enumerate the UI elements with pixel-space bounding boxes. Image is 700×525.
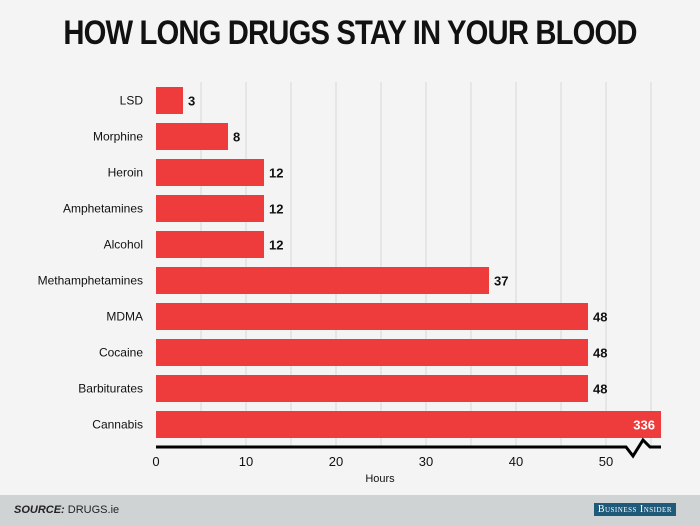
category-label: Morphine — [93, 130, 143, 144]
data-label: 12 — [269, 238, 283, 253]
data-label: 48 — [593, 346, 607, 361]
data-label: 8 — [233, 130, 240, 145]
bar — [156, 87, 183, 114]
footer: SOURCE: DRUGS.ie Business Insider — [0, 495, 700, 525]
category-label: MDMA — [106, 310, 143, 324]
data-label: 12 — [269, 202, 283, 217]
bar — [156, 375, 588, 402]
bar — [156, 339, 588, 366]
bar — [156, 231, 264, 258]
x-tick-label: 0 — [152, 454, 159, 469]
data-label: 3 — [188, 94, 195, 109]
category-label: LSD — [120, 94, 144, 108]
bar — [156, 123, 228, 150]
category-label: Heroin — [108, 166, 143, 180]
category-label: Amphetamines — [63, 202, 143, 216]
category-label: Cocaine — [99, 346, 143, 360]
source-note: SOURCE: DRUGS.ie — [14, 504, 120, 516]
data-label: 37 — [494, 274, 508, 289]
category-label: Alcohol — [104, 238, 143, 252]
x-tick-label: 40 — [509, 454, 523, 469]
chart-title: HOW LONG DRUGS STAY IN YOUR BLOOD — [63, 14, 637, 52]
bar — [156, 195, 264, 222]
data-label: 48 — [593, 310, 607, 325]
x-tick-label: 20 — [329, 454, 343, 469]
bar-chart: LSD 3 Morphine 8 Heroin 12 Amphetamines 12 Alcoh… — [38, 82, 661, 485]
data-label: 336 — [633, 418, 655, 433]
x-tick-label: 10 — [239, 454, 253, 469]
category-label: Barbiturates — [78, 382, 143, 396]
x-tick-label: 50 — [599, 454, 613, 469]
bar — [156, 159, 264, 186]
x-tick-label: 30 — [419, 454, 433, 469]
category-label: Cannabis — [92, 418, 143, 432]
bar — [156, 411, 661, 438]
category-label: Methamphetamines — [38, 274, 143, 288]
bar — [156, 267, 489, 294]
data-label: 48 — [593, 382, 607, 397]
x-axis-line — [156, 437, 661, 459]
brand-logo: Business Insider — [593, 503, 676, 516]
data-label: 12 — [269, 166, 283, 181]
bar — [156, 303, 588, 330]
x-axis-label: Hours — [365, 473, 395, 485]
